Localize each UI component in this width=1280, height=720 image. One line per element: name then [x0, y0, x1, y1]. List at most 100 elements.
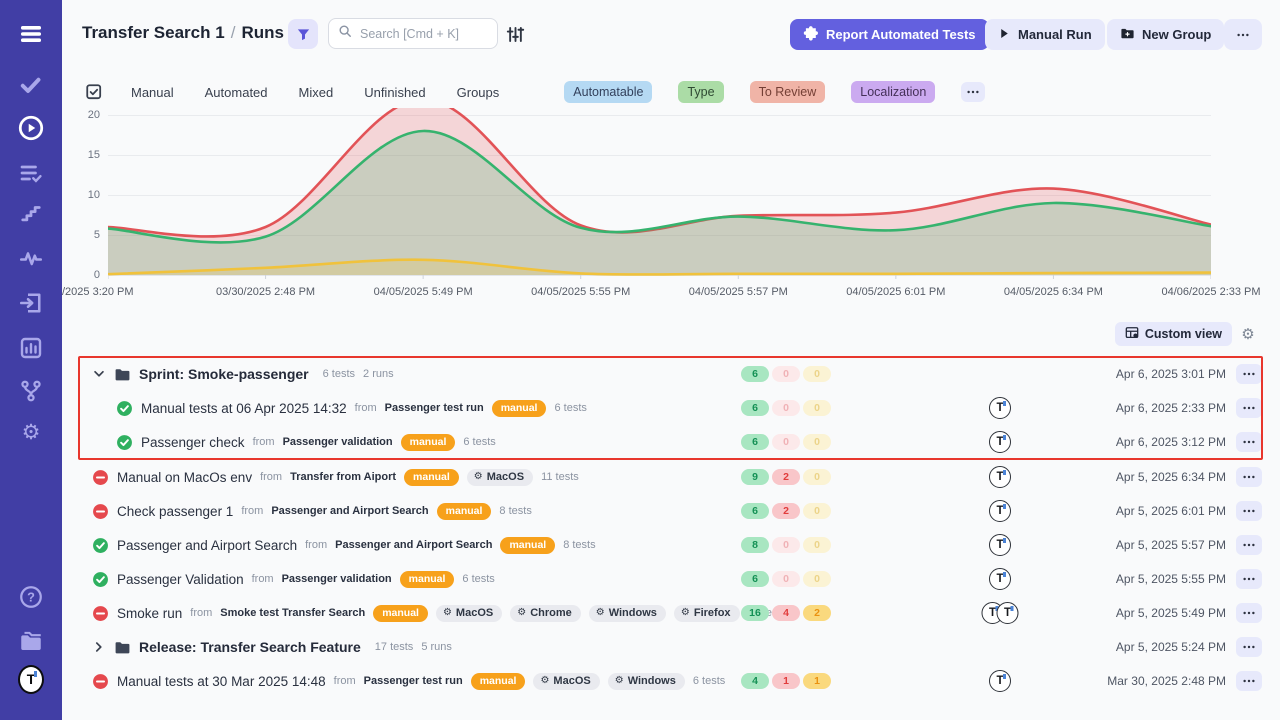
tests-count: 11 tests — [541, 471, 579, 483]
assignee-avatars: T — [989, 500, 1011, 522]
settings-icon[interactable]: ⚙ — [21, 420, 41, 444]
documents-icon[interactable] — [18, 628, 44, 654]
table-settings-gear-icon[interactable]: ⚙ — [1241, 326, 1255, 343]
avatar[interactable]: T — [989, 397, 1011, 419]
milestones-icon[interactable] — [18, 200, 44, 226]
row-more-button[interactable] — [1236, 501, 1262, 521]
avatar[interactable]: T — [989, 500, 1011, 522]
display-settings-icon[interactable] — [506, 25, 526, 45]
env-chip-macos: ⚙ MacOS — [533, 672, 600, 690]
tab-mixed[interactable]: Mixed — [298, 84, 334, 100]
tab-manual[interactable]: Manual — [131, 84, 174, 100]
source-run-link[interactable]: Passenger and Airport Search — [335, 539, 493, 551]
chevron-down-icon[interactable] — [92, 367, 106, 381]
gridline — [108, 115, 1211, 116]
integrations-icon[interactable] — [18, 378, 44, 404]
folder-plus-icon — [1120, 26, 1135, 44]
test-plans-icon[interactable] — [18, 160, 44, 186]
row-more-button[interactable] — [1236, 467, 1262, 487]
run-title[interactable]: Passenger check — [141, 434, 245, 450]
source-run-link[interactable]: Smoke test Transfer Search — [220, 607, 366, 619]
filter-chip-type[interactable]: Type — [678, 81, 724, 103]
avatar[interactable]: T — [989, 670, 1011, 692]
header-more-button[interactable] — [1224, 19, 1262, 50]
tab-automated[interactable]: Automated — [204, 84, 268, 100]
breadcrumb: Transfer Search 1 / Runs — [82, 23, 284, 43]
group-title[interactable]: Sprint: Smoke-passenger — [139, 366, 309, 382]
row-main: Manual tests at 06 Apr 2025 14:32 from Pas… — [116, 394, 587, 422]
env-name: Windows — [627, 675, 676, 687]
avatar[interactable]: T — [989, 466, 1011, 488]
env-chip-macos: ⚙ MacOS — [435, 604, 503, 622]
run-title[interactable]: Smoke run — [117, 605, 183, 621]
env-chip-chrome: ⚙ Chrome — [510, 604, 581, 622]
avatar[interactable]: T — [996, 602, 1019, 624]
more-filters-button[interactable] — [961, 82, 986, 102]
row-main: Passenger and Airport Search from Passenge… — [92, 531, 596, 559]
chart-series — [108, 108, 1211, 279]
row-more-button[interactable] — [1236, 432, 1262, 452]
x-axis-label: 04/05/2025 5:49 PM — [373, 286, 473, 298]
source-run-link[interactable]: Passenger test run — [384, 402, 484, 414]
filter-chip-localization[interactable]: Localization — [851, 81, 936, 103]
row-more-button[interactable] — [1236, 637, 1262, 657]
run-title[interactable]: Manual on MacOs env — [117, 469, 253, 485]
row-more-button[interactable] — [1236, 398, 1262, 418]
menu-icon[interactable] — [18, 21, 44, 47]
tests-count: 6 tests — [554, 402, 587, 414]
manual-badge: manual — [436, 502, 492, 520]
filter-button[interactable] — [288, 19, 318, 49]
skip-count-pill: 0 — [803, 469, 831, 485]
row-more-button[interactable] — [1236, 535, 1262, 555]
run-date: Apr 5, 2025 5:49 PM — [1115, 606, 1226, 620]
defects-icon[interactable] — [18, 245, 44, 271]
row-more-button[interactable] — [1236, 569, 1262, 589]
source-run-link[interactable]: Passenger validation — [282, 436, 393, 448]
source-run-link[interactable]: Passenger validation — [281, 573, 392, 585]
select-all-icon[interactable] — [85, 83, 103, 101]
manual-run-button[interactable]: Manual Run — [985, 19, 1105, 50]
custom-view-button[interactable]: Custom view — [1114, 322, 1232, 346]
status-failed-icon — [92, 673, 109, 690]
help-icon[interactable]: ? — [18, 584, 44, 610]
manual-badge: manual — [470, 672, 526, 690]
search-icon — [338, 24, 352, 43]
checks-icon[interactable] — [18, 72, 44, 98]
row-more-button[interactable] — [1236, 603, 1262, 623]
tab-groups[interactable]: Groups — [456, 84, 500, 100]
filter-chip-automatable[interactable]: Automatable — [564, 81, 653, 103]
source-run-link[interactable]: Transfer from Aiport — [290, 471, 397, 483]
group-title[interactable]: Release: Transfer Search Feature — [139, 639, 361, 655]
report-automated-tests-button[interactable]: Report Automated Tests — [790, 19, 989, 50]
row-more-button[interactable] — [1236, 671, 1262, 691]
tab-unfinished[interactable]: Unfinished — [364, 84, 426, 100]
breadcrumb-separator: / — [230, 23, 236, 42]
run-title[interactable]: Check passenger 1 — [117, 503, 234, 519]
tests-count: 6 tests — [462, 573, 495, 585]
run-date: Apr 5, 2025 6:01 PM — [1115, 504, 1226, 518]
chevron-right-icon[interactable] — [92, 640, 106, 654]
user-avatar[interactable]: T — [18, 664, 44, 694]
run-title[interactable]: Manual tests at 06 Apr 2025 14:32 — [141, 400, 347, 416]
filter-chip-to-review[interactable]: To Review — [749, 81, 826, 103]
fail-count-pill: 4 — [772, 605, 800, 621]
analytics-icon[interactable] — [18, 335, 44, 361]
avatar[interactable]: T — [989, 568, 1011, 590]
run-title[interactable]: Manual tests at 30 Mar 2025 14:48 — [117, 673, 326, 689]
runs-icon[interactable] — [18, 115, 44, 141]
search-input[interactable] — [358, 25, 478, 42]
row-main: Manual on MacOs env from Transfer from Aip… — [92, 463, 579, 491]
pass-count-pill: 6 — [741, 503, 769, 519]
search-box[interactable] — [328, 18, 498, 49]
source-run-link[interactable]: Passenger test run — [363, 675, 463, 687]
run-title[interactable]: Passenger Validation — [117, 571, 244, 587]
avatar[interactable]: T — [989, 534, 1011, 556]
requirements-icon[interactable] — [18, 290, 44, 316]
avatar[interactable]: T — [989, 431, 1011, 453]
run-title[interactable]: Passenger and Airport Search — [117, 537, 298, 553]
row-more-button[interactable] — [1236, 364, 1262, 384]
source-run-link[interactable]: Passenger and Airport Search — [271, 505, 429, 517]
new-group-button[interactable]: New Group — [1107, 19, 1225, 50]
